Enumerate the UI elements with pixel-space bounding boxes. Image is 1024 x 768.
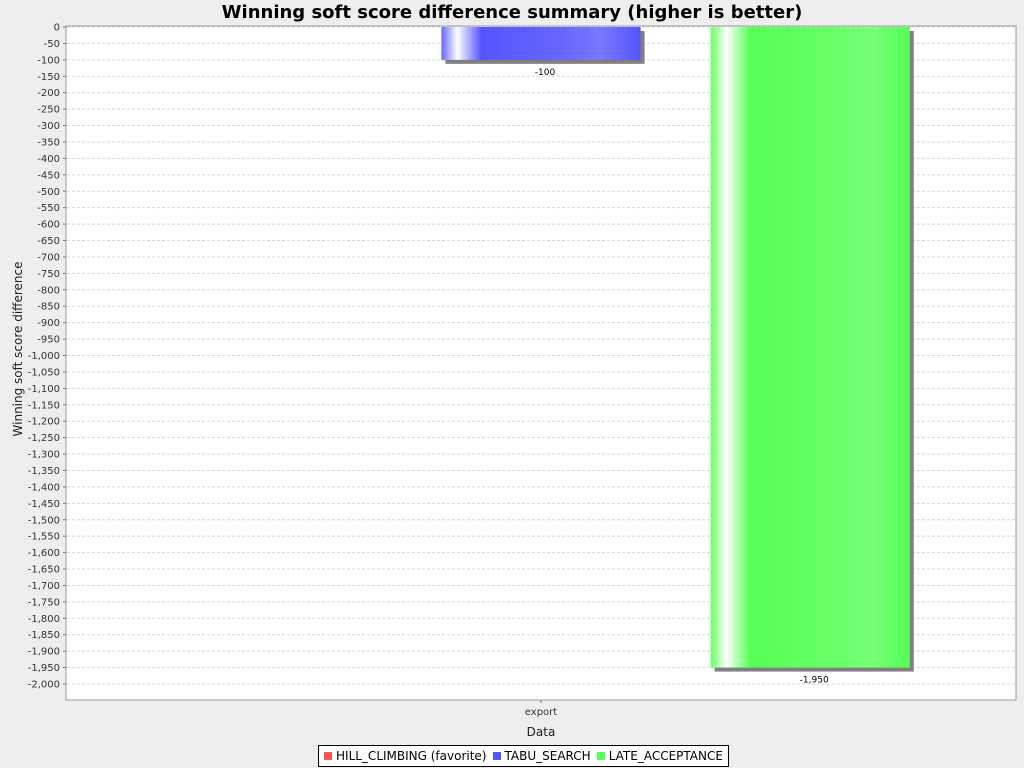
y-tick-label: -100 bbox=[37, 55, 60, 66]
bars: -100 -1,950 bbox=[441, 27, 914, 686]
y-tick-label: -50 bbox=[44, 39, 60, 50]
y-tick-label: 0 bbox=[54, 23, 60, 34]
legend-swatch bbox=[324, 752, 332, 760]
legend-item: LATE_ACCEPTANCE bbox=[596, 749, 723, 763]
y-tick-label: -600 bbox=[37, 220, 60, 231]
y-tick-label: -1,450 bbox=[28, 499, 60, 510]
y-tick-label: -1,700 bbox=[28, 581, 60, 592]
y-tick-label: -1,100 bbox=[28, 384, 60, 395]
y-tick-label: -1,400 bbox=[28, 482, 60, 493]
legend-swatch bbox=[596, 752, 605, 760]
y-tick-label: -250 bbox=[37, 105, 60, 116]
x-axis-ticks: export bbox=[525, 700, 557, 718]
y-tick-label: -1,950 bbox=[28, 663, 60, 674]
legend-label: TABU_SEARCH bbox=[504, 749, 591, 763]
y-tick-label: -1,050 bbox=[28, 367, 60, 378]
y-tick-label: -1,250 bbox=[28, 433, 60, 444]
y-tick-label: -1,800 bbox=[28, 614, 60, 625]
y-tick-label: -900 bbox=[37, 318, 60, 329]
y-tick-label: -750 bbox=[37, 269, 60, 280]
y-tick-label: -850 bbox=[37, 302, 60, 313]
y-tick-label: -1,000 bbox=[28, 351, 60, 362]
x-axis-label: Data bbox=[527, 725, 556, 739]
y-tick-label: -650 bbox=[37, 236, 60, 247]
y-tick-label: -300 bbox=[37, 121, 60, 132]
y-tick-label: -1,550 bbox=[28, 532, 60, 543]
legend-label: LATE_ACCEPTANCE bbox=[608, 749, 723, 763]
y-tick-label: -1,500 bbox=[28, 515, 60, 526]
y-tick-label: -950 bbox=[37, 335, 60, 346]
y-tick-label: -450 bbox=[37, 170, 60, 181]
legend-item: HILL_CLIMBING (favorite) bbox=[324, 749, 487, 763]
y-tick-label: -500 bbox=[37, 187, 60, 198]
y-tick-label: -1,300 bbox=[28, 450, 60, 461]
bar-value-label: -1,950 bbox=[800, 676, 829, 686]
bar-value-label: -100 bbox=[535, 68, 556, 78]
legend-label: HILL_CLIMBING (favorite) bbox=[336, 749, 487, 763]
y-tick-label: -550 bbox=[37, 203, 60, 214]
y-tick-label: -2,000 bbox=[28, 680, 60, 691]
y-tick-label: -150 bbox=[37, 72, 60, 83]
chart-title: Winning soft score difference summary (h… bbox=[222, 2, 803, 23]
bar-tabu-search bbox=[441, 27, 641, 60]
x-tick-label: export bbox=[525, 707, 557, 718]
bar-chart: Winning soft score difference summary (h… bbox=[11, 2, 1017, 739]
y-tick-label: -1,900 bbox=[28, 647, 60, 658]
y-tick-label: -800 bbox=[37, 285, 60, 296]
y-tick-label: -1,650 bbox=[28, 565, 60, 576]
legend-swatch bbox=[492, 752, 501, 760]
y-tick-label: -1,750 bbox=[28, 597, 60, 608]
y-tick-label: -1,350 bbox=[28, 466, 60, 477]
y-tick-label: -1,600 bbox=[28, 548, 60, 559]
legend: HILL_CLIMBING (favorite) TABU_SEARCH LATE_… bbox=[318, 745, 729, 767]
y-tick-label: -200 bbox=[37, 88, 60, 99]
y-axis-label: Winning soft score difference bbox=[11, 262, 25, 437]
legend-item: TABU_SEARCH bbox=[492, 749, 591, 763]
y-tick-label: -350 bbox=[37, 137, 60, 148]
y-tick-label: -1,850 bbox=[28, 630, 60, 641]
y-tick-label: -700 bbox=[37, 252, 60, 263]
y-tick-label: -1,200 bbox=[28, 417, 60, 428]
y-tick-label: -400 bbox=[37, 154, 60, 165]
bar-late-acceptance bbox=[710, 27, 910, 668]
y-tick-label: -1,150 bbox=[28, 400, 60, 411]
y-axis-ticks: 0 -50 -100 -150 -200 -250 -300 -350 -400 -450 -500… bbox=[28, 23, 66, 691]
